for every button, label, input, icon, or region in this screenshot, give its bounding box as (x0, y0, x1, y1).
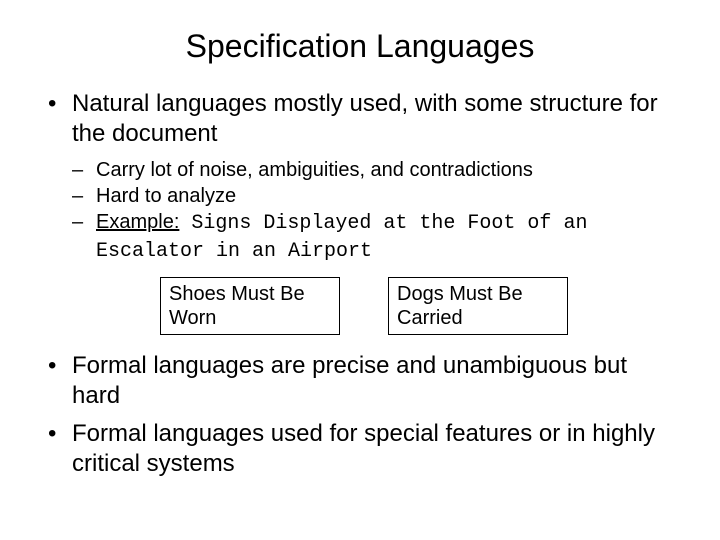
sub-hard-analyze: Hard to analyze (40, 183, 680, 209)
sub-noise: Carry lot of noise, ambiguities, and con… (40, 157, 680, 183)
sign-shoes: Shoes Must Be Worn (160, 277, 340, 335)
bullet-natural-languages: Natural languages mostly used, with some… (40, 89, 680, 149)
signs-row: Shoes Must Be Worn Dogs Must Be Carried (40, 277, 680, 335)
bullet-formal-special: Formal languages used for special featur… (40, 419, 680, 479)
sign-dogs: Dogs Must Be Carried (388, 277, 568, 335)
bullet-formal-precise: Formal languages are precise and unambig… (40, 351, 680, 411)
main-bullet-list: Natural languages mostly used, with some… (40, 89, 680, 479)
example-label: Example: (96, 211, 179, 233)
slide-title: Specification Languages (40, 28, 680, 65)
sub-bullet-list: Carry lot of noise, ambiguities, and con… (40, 157, 680, 265)
sub-example: Example: Signs Displayed at the Foot of … (40, 209, 680, 265)
